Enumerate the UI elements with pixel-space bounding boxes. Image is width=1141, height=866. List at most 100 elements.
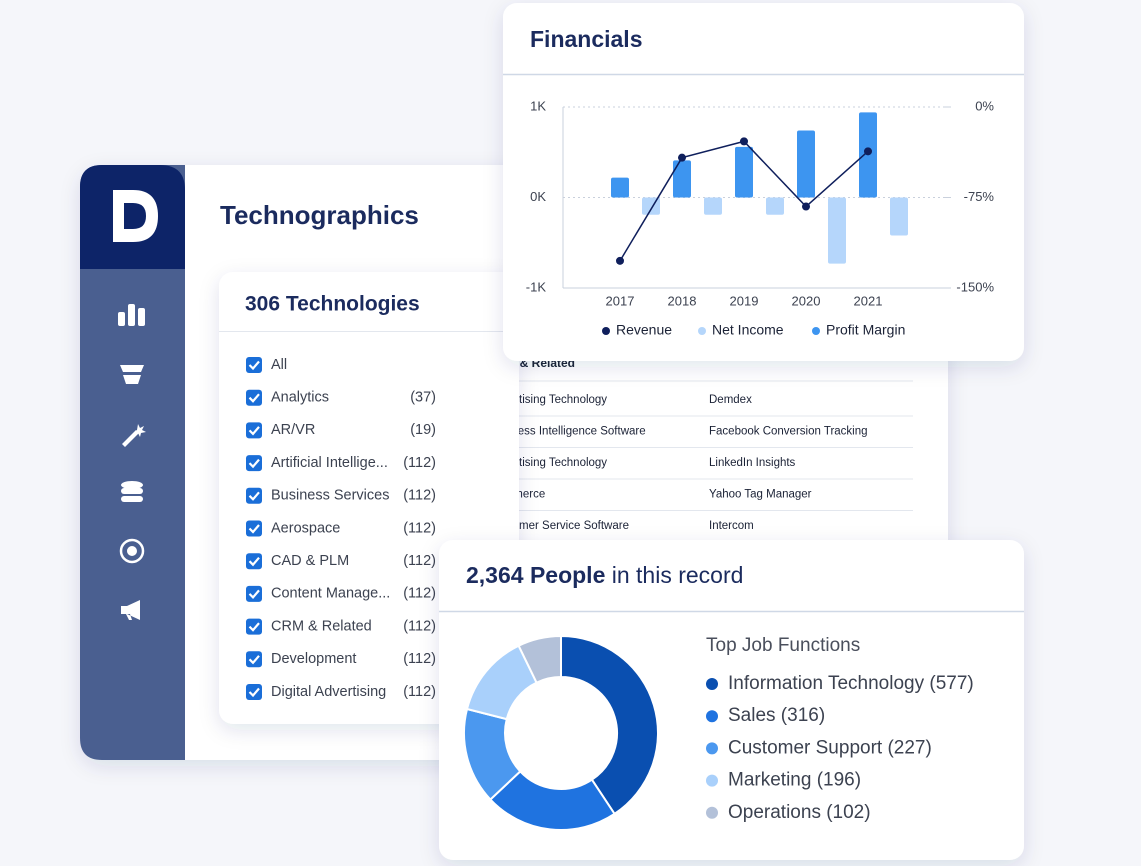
checkbox[interactable]: [246, 585, 262, 602]
checkbox[interactable]: [246, 553, 262, 570]
filter-label: Artificial Intellige...: [271, 455, 388, 471]
checkmark: [248, 491, 260, 501]
table-cell: Demdex: [709, 394, 752, 406]
table-cell: Intercom: [709, 520, 754, 532]
x-tick-label: 2019: [730, 293, 759, 308]
table-cell: Yahoo Tag Manager: [709, 489, 812, 501]
checkbox[interactable]: [246, 684, 262, 700]
point: [740, 137, 748, 146]
x-tick-label: 2021: [854, 293, 883, 308]
legend-label[interactable]: Revenue: [616, 322, 672, 338]
checkmark: [248, 556, 260, 567]
checkbox[interactable]: [246, 455, 262, 472]
filter-count: (19): [410, 422, 436, 438]
bar: [890, 197, 908, 236]
section-title: Technographics: [220, 200, 419, 230]
icon-db[interactable]: [121, 481, 143, 489]
y2-tick-label: 0%: [975, 98, 994, 113]
icon-funnel[interactable]: [120, 365, 144, 384]
icon-chart[interactable]: [118, 312, 125, 326]
icon-chart: [138, 308, 145, 326]
legend-label: Customer Support (227): [728, 737, 932, 758]
filter-label: Analytics: [271, 390, 329, 406]
people-heading: 2,364 People in this record: [466, 562, 743, 588]
icon-wand[interactable]: [122, 424, 146, 447]
bar: [673, 160, 691, 198]
y2-tick-label: -150%: [956, 279, 994, 294]
point: [616, 256, 624, 265]
icon-db: [121, 496, 143, 502]
y-tick-label: 0K: [530, 189, 546, 204]
icon-target[interactable]: [119, 538, 145, 564]
checkbox[interactable]: [246, 618, 262, 635]
checkbox[interactable]: [246, 651, 262, 668]
sidebar: [80, 165, 185, 760]
y2-tick-label: -75%: [964, 189, 995, 204]
icon-target: [127, 546, 137, 556]
legend-marker: [706, 742, 718, 755]
bar: [766, 197, 784, 215]
filter-count: (112): [403, 455, 436, 471]
filter-count: (112): [403, 651, 436, 667]
checkbox[interactable]: [246, 357, 262, 373]
point: [678, 153, 686, 162]
bar: [797, 130, 815, 198]
y-tick-label: -1K: [526, 279, 547, 294]
filter-count: (112): [403, 586, 436, 602]
checkbox[interactable]: [246, 520, 262, 537]
legend-label[interactable]: Profit Margin: [826, 322, 905, 338]
filter-label: Development: [271, 651, 356, 667]
checkbox[interactable]: [246, 487, 262, 504]
checkmark: [248, 360, 260, 371]
checkmark: [248, 687, 260, 698]
legend-marker: [698, 327, 706, 335]
chart-title: Financials: [530, 26, 642, 52]
legend-label[interactable]: Net Income: [712, 322, 784, 338]
legend-label: Sales (316): [728, 705, 825, 726]
filter-count: (112): [403, 488, 436, 504]
table-cell: Facebook Conversion Tracking: [709, 426, 868, 438]
checkmark: [248, 622, 260, 632]
filter-count: (112): [403, 684, 436, 700]
bar: [611, 177, 629, 198]
logo-block: [80, 165, 185, 269]
x-tick-label: 2018: [668, 293, 697, 308]
bar: [735, 146, 753, 198]
x-tick-label: 2017: [606, 293, 635, 308]
point: [864, 147, 872, 156]
checkmark: [248, 426, 260, 436]
legend-title: Top Job Functions: [706, 635, 860, 656]
icon-megaphone[interactable]: [121, 600, 140, 620]
financials-card: Financials -1K 0K 1K -150% -75% 0% 2017 2018 201…: [503, 3, 1024, 361]
filter-label: Digital Advertising: [271, 684, 386, 700]
table-bg: [463, 331, 913, 541]
legend-marker: [706, 774, 718, 787]
checkmark: [248, 589, 260, 600]
filter-label: All: [271, 357, 287, 373]
card: [503, 3, 1024, 361]
checkbox[interactable]: [246, 422, 262, 439]
x-tick-label: 2020: [792, 293, 821, 308]
legend-marker: [706, 710, 718, 723]
icon-chart: [128, 304, 135, 326]
slice: [517, 634, 562, 684]
checkbox[interactable]: [246, 389, 262, 406]
tech-table: CRM & Related Advertising Technology Demd…: [462, 331, 913, 724]
filter-label: Aerospace: [271, 520, 340, 536]
checkmark: [248, 458, 260, 469]
bar: [828, 197, 846, 264]
y-tick-label: 1K: [530, 98, 546, 113]
filter-count: (112): [403, 520, 436, 536]
legend-marker: [706, 678, 718, 690]
icon-db: [121, 488, 143, 494]
filter-label: CRM & Related: [271, 618, 372, 634]
people-card: 2,364 People in this record Top Job Func…: [439, 540, 1024, 860]
legend-marker: [812, 327, 820, 335]
filter-count: (37): [410, 390, 436, 406]
legend-label: Operations (102): [728, 802, 871, 823]
filter-label: CAD & PLM: [271, 553, 349, 569]
filter-count: (112): [403, 618, 436, 634]
checkmark: [248, 524, 260, 534]
